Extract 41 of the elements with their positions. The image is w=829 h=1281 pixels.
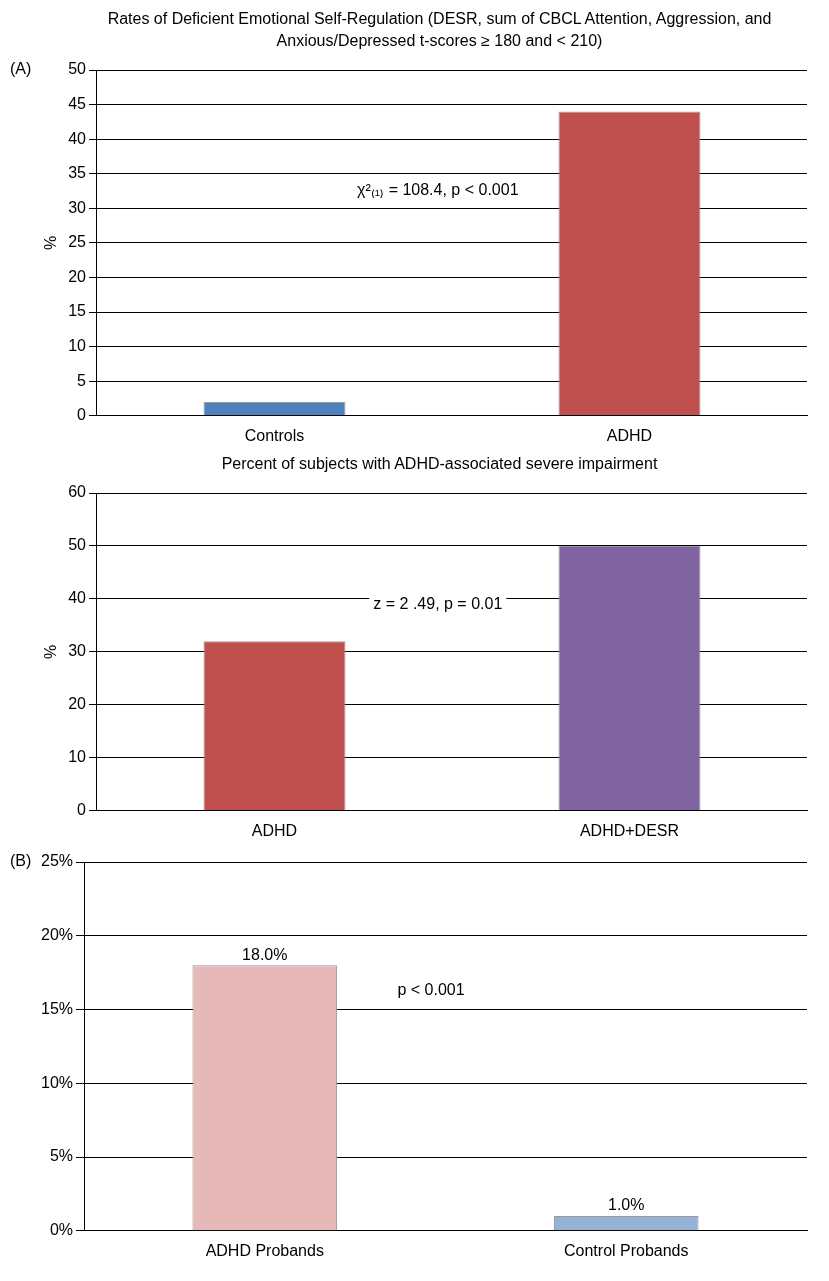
y-axis-title: % [42,235,60,251]
text: (A) [10,60,32,78]
data-label: 1.0% [608,1196,645,1214]
annotation: χ²₍₁₎ = 108.4, p < 0.001 [357,181,519,200]
annotation: p < 0.001 [397,981,465,999]
y-tick-label: 0% [49,1221,74,1239]
chart-title: Percent of subjects with ADHD-associated severe impairment [220,454,659,474]
y-tick-label: 35 [68,164,87,182]
y-tick-label: 15% [40,999,74,1017]
x-tick-label: ADHD Probands [205,1241,324,1259]
y-tick-label: 40 [68,589,87,607]
y-tick-label: 5% [49,1147,74,1165]
y-tick-label: 25 [68,233,87,251]
y-tick-label: 0 [77,801,87,819]
x-tick-label: ADHD [251,821,298,839]
y-tick-label: 15 [68,302,87,320]
y-tick-label: 25% [40,852,74,870]
y-tick-label: 50 [68,60,87,78]
y-tick-label: 60 [68,483,87,501]
y-tick-label: 5 [77,371,87,389]
y-tick-label: 10 [68,337,87,355]
y-tick-label: 10% [40,1073,74,1091]
y-tick-label: 45 [68,94,87,112]
y-tick-label: 40 [68,129,87,147]
y-tick-label: 20% [40,926,74,944]
y-tick-label: 50 [68,536,87,554]
y-tick-label: 20 [68,267,87,285]
text: (B) [10,852,32,870]
x-tick-label: ADHD+DESR [579,821,680,839]
y-tick-label: 0 [77,406,87,424]
y-axis-title: % [42,644,60,660]
y-tick-label: 30 [68,642,87,660]
x-tick-label: ADHD [606,426,653,444]
y-tick-label: 10 [68,748,87,766]
y-tick-label: 30 [68,198,87,216]
x-tick-label: Controls [244,426,305,444]
data-label: 18.0% [242,945,288,963]
y-tick-label: 20 [68,695,87,713]
chart-title: Rates of Deficient Emotional Self-Regulation (DESR, sum of CBCL Attention, Aggression, and Anxious/Depressed t-scores ≥ 180 and < 210) [106,9,773,51]
x-tick-label: Control Probands [564,1241,689,1259]
annotation: z = 2 .49, p = 0.01 [373,594,503,612]
